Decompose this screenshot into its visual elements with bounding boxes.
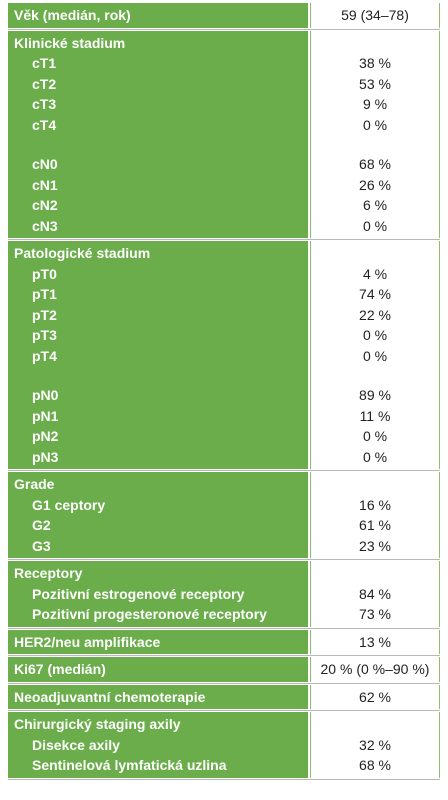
label-cell	[8, 3, 308, 28]
row-value: 32 %	[359, 736, 391, 753]
row-label: pN0	[32, 387, 59, 403]
row-value: 0 %	[362, 327, 388, 343]
row-label: pN2	[32, 428, 59, 444]
group-title: HER2/neu amplifikace	[14, 633, 161, 650]
row-value: 11 %	[359, 407, 391, 424]
label-cell	[8, 30, 308, 238]
row-label: pN3	[32, 448, 59, 465]
value-cell	[310, 561, 440, 627]
row-value: 0 %	[362, 428, 388, 444]
separator	[8, 239, 440, 240]
row-value: 84 %	[359, 585, 391, 602]
row-label: G2	[32, 517, 51, 533]
row-value: 68 %	[359, 156, 391, 172]
separator	[8, 710, 440, 711]
value-cell	[310, 241, 440, 469]
row-label: pT4	[32, 347, 57, 364]
row-label: cT2	[32, 75, 57, 92]
separator	[8, 778, 440, 780]
row-value: 61 %	[359, 517, 391, 533]
row-label: cT4	[32, 116, 57, 133]
label-cell	[8, 472, 308, 558]
separator	[8, 470, 440, 471]
row-label: cT1	[32, 55, 57, 71]
row-label: pN1	[32, 407, 59, 424]
row-value: 22 %	[359, 306, 391, 323]
row-label: Pozitivní progesteronové receptory	[32, 606, 267, 622]
row-label: G3	[32, 537, 51, 554]
header-value: 59 (34–78)	[341, 7, 409, 23]
row-value: 0 %	[362, 448, 388, 465]
row-label: pT3	[32, 327, 57, 343]
row-value: 4 %	[362, 265, 388, 282]
row-value: 0 %	[362, 116, 388, 133]
group-value: 13 %	[359, 633, 391, 650]
row-value: 16 %	[359, 496, 391, 513]
label-cell	[8, 657, 308, 682]
row-value: 89 %	[359, 387, 391, 403]
label-cell	[8, 629, 308, 654]
group-title: Chirurgický staging axily	[14, 716, 181, 732]
group-title: Klinické stadium	[14, 34, 126, 51]
group-title: Receptory	[14, 565, 83, 581]
value-cell	[310, 3, 440, 28]
group-title: Patologické stadium	[14, 245, 151, 261]
label-cell	[8, 684, 308, 709]
row-value: 38 %	[359, 55, 391, 71]
label-cell	[8, 241, 308, 469]
row-label: pT0	[32, 265, 57, 282]
row-value: 0 %	[362, 217, 388, 234]
row-label: cN0	[32, 156, 58, 172]
value-cell	[310, 684, 440, 709]
value-cell	[310, 657, 440, 682]
row-value: 0 %	[362, 347, 388, 364]
row-label: G1 ceptory	[32, 496, 106, 513]
row-value: 53 %	[359, 75, 391, 92]
row-value: 74 %	[359, 286, 391, 302]
separator	[8, 627, 440, 629]
row-value: 26 %	[359, 176, 391, 193]
row-label: pT1	[32, 286, 57, 302]
row-label: cT3	[32, 96, 57, 112]
row-label: Sentinelová lymfatická uzlina	[32, 757, 227, 773]
row-label: Disekce axily	[32, 736, 120, 753]
label-cell	[8, 712, 308, 778]
row-label: pT2	[32, 306, 57, 323]
header-label: Věk (medián, rok)	[14, 7, 131, 23]
separator	[8, 682, 440, 684]
row-value: 73 %	[359, 606, 391, 622]
separator	[8, 559, 440, 560]
row-label: cN1	[32, 176, 58, 193]
row-label: cN3	[32, 217, 58, 234]
group-title: Ki67 (medián)	[14, 661, 106, 677]
separator	[8, 655, 440, 656]
value-cell	[310, 30, 440, 238]
row-value: 6 %	[362, 197, 388, 213]
row-label: cN2	[32, 197, 58, 213]
group-title: Neoadjuvantní chemoterapie	[14, 688, 206, 705]
group-title: Grade	[14, 476, 55, 492]
group-value: 20 % (0 %–90 %)	[320, 661, 430, 677]
label-cell	[8, 561, 308, 627]
separator	[8, 28, 440, 30]
row-label: Pozitivní estrogenové receptory	[32, 585, 245, 602]
value-cell	[310, 472, 440, 558]
value-cell	[310, 712, 440, 778]
row-value: 9 %	[362, 96, 388, 112]
value-cell	[310, 629, 440, 654]
row-value: 68 %	[359, 757, 391, 773]
group-value: 62 %	[359, 688, 391, 705]
row-value: 23 %	[359, 537, 391, 554]
